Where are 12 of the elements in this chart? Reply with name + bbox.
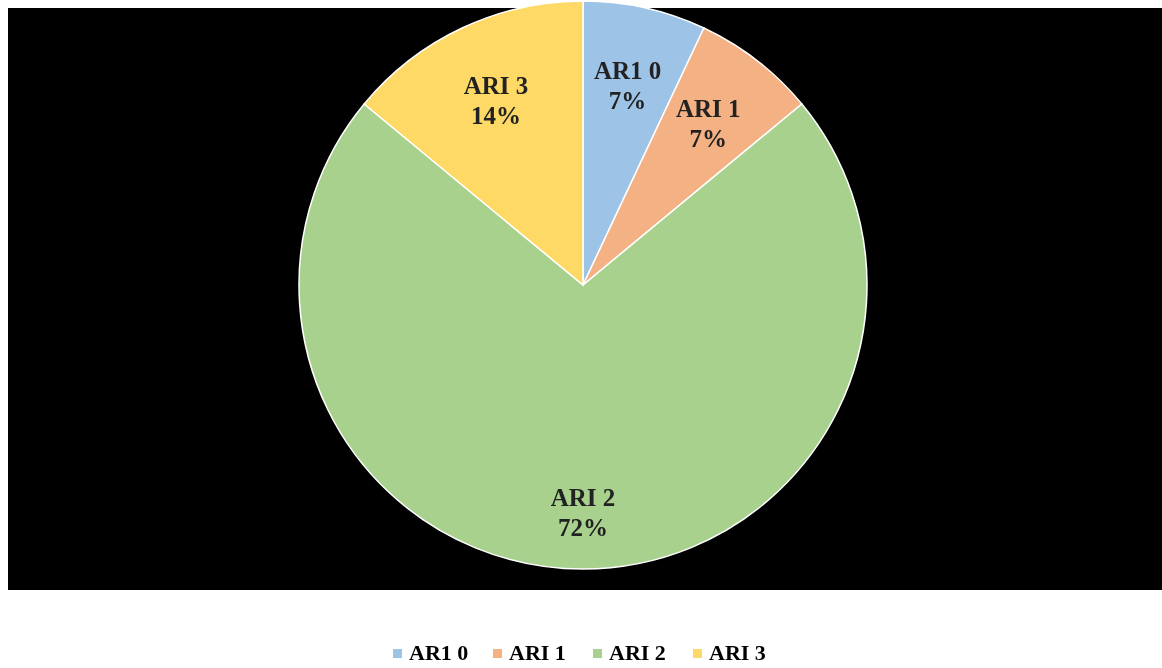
legend-label: ARI 2 bbox=[609, 640, 666, 665]
slice-label: ARI 2 bbox=[550, 484, 616, 512]
legend-label: AR1 0 bbox=[409, 640, 469, 665]
legend-label: ARI 1 bbox=[509, 640, 566, 665]
data-label: 14% bbox=[470, 101, 521, 129]
data-label: 7% bbox=[608, 87, 647, 115]
data-label: 7% bbox=[689, 125, 728, 153]
legend-label: ARI 3 bbox=[709, 640, 766, 665]
slice-label: AR1 0 bbox=[593, 57, 662, 85]
slice-label: ARI 1 bbox=[676, 95, 741, 123]
data-label: 72% bbox=[558, 514, 608, 542]
slice-label: ARI 3 bbox=[463, 71, 529, 99]
